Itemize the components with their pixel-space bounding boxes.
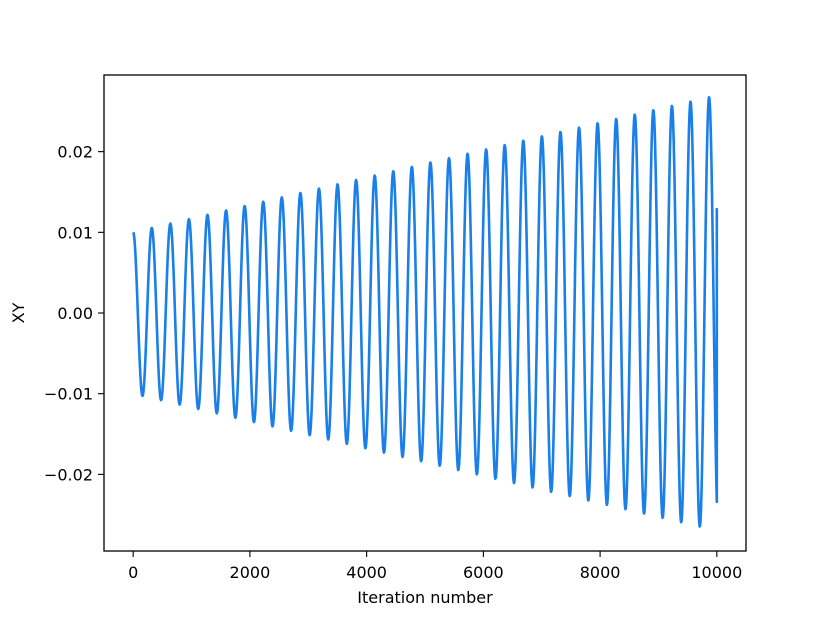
x-tick-label: 4000 — [346, 563, 387, 582]
y-tick-label: −0.02 — [44, 465, 93, 484]
y-axis-ticks: −0.02 −0.01 0.00 0.01 0.02 — [44, 143, 104, 484]
x-tick-label: 2000 — [230, 563, 271, 582]
y-axis-label: XY — [9, 302, 28, 323]
y-tick-label: 0.01 — [57, 223, 93, 242]
x-tick-label: 0 — [128, 563, 138, 582]
y-tick-label: 0.00 — [57, 304, 93, 323]
x-tick-label: 10000 — [691, 563, 742, 582]
y-tick-label: −0.01 — [44, 385, 93, 404]
series-line — [132, 96, 719, 528]
x-axis-ticks: 0 2000 4000 6000 8000 10000 — [128, 551, 742, 582]
series-layer — [132, 96, 719, 528]
x-tick-label: 6000 — [463, 563, 504, 582]
x-tick-label: 8000 — [580, 563, 621, 582]
y-tick-label: 0.02 — [57, 143, 93, 162]
x-axis-label: Iteration number — [357, 588, 493, 607]
